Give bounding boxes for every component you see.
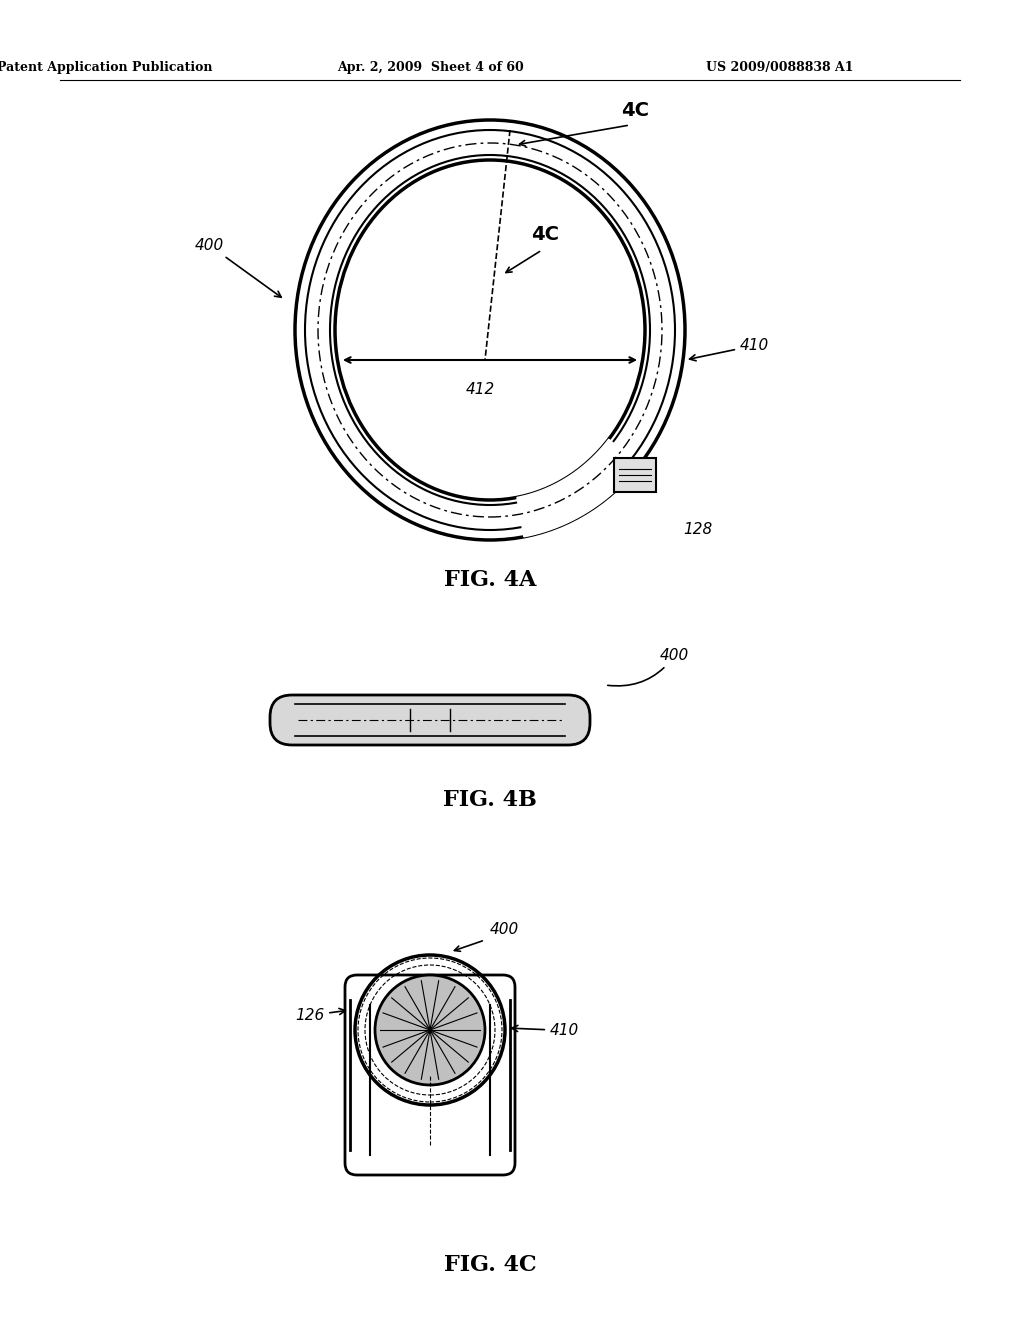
- Text: Patent Application Publication: Patent Application Publication: [0, 62, 213, 74]
- FancyBboxPatch shape: [614, 458, 656, 492]
- Text: 128: 128: [683, 523, 713, 537]
- Text: US 2009/0088838 A1: US 2009/0088838 A1: [707, 62, 854, 74]
- Text: FIG. 4C: FIG. 4C: [443, 1254, 537, 1276]
- Text: 410: 410: [512, 1023, 580, 1038]
- Text: 410: 410: [689, 338, 769, 360]
- Ellipse shape: [375, 975, 485, 1085]
- Text: FIG. 4B: FIG. 4B: [443, 789, 537, 810]
- Text: 400: 400: [195, 238, 282, 297]
- Text: 412: 412: [465, 381, 495, 397]
- Text: 4C: 4C: [621, 100, 649, 120]
- Text: 126: 126: [295, 1008, 345, 1023]
- Polygon shape: [517, 440, 639, 537]
- Text: 400: 400: [490, 923, 519, 937]
- Text: 4C: 4C: [531, 226, 559, 244]
- FancyBboxPatch shape: [345, 975, 515, 1175]
- Text: FIG. 4A: FIG. 4A: [443, 569, 537, 591]
- FancyBboxPatch shape: [270, 696, 590, 744]
- Text: 400: 400: [608, 648, 689, 686]
- Text: Apr. 2, 2009  Sheet 4 of 60: Apr. 2, 2009 Sheet 4 of 60: [337, 62, 523, 74]
